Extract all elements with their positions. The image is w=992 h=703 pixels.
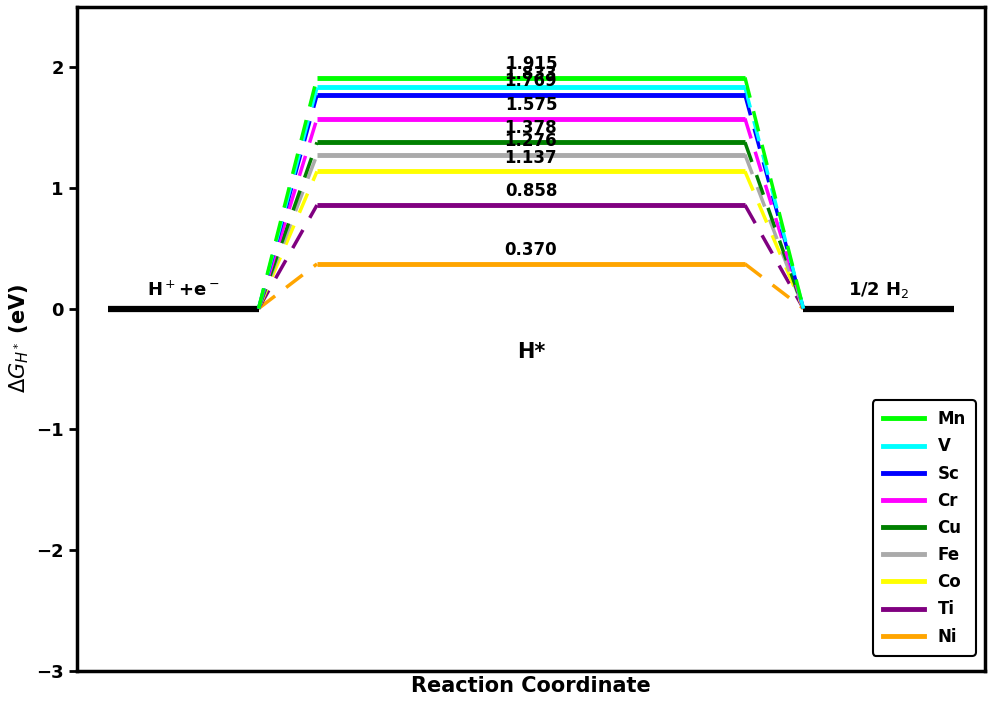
Y-axis label: $\Delta G_{H^*}$ (eV): $\Delta G_{H^*}$ (eV) bbox=[7, 284, 31, 394]
Text: 1.137: 1.137 bbox=[505, 148, 558, 167]
Text: 1.276: 1.276 bbox=[505, 131, 558, 150]
Legend: Mn, V, Sc, Cr, Cu, Fe, Co, Ti, Ni: Mn, V, Sc, Cr, Cu, Fe, Co, Ti, Ni bbox=[873, 400, 976, 655]
Text: 0.370: 0.370 bbox=[505, 241, 558, 259]
Text: H$^+$+e$^-$: H$^+$+e$^-$ bbox=[147, 280, 219, 300]
Text: 1/2 H$_2$: 1/2 H$_2$ bbox=[848, 280, 910, 300]
X-axis label: Reaction Coordinate: Reaction Coordinate bbox=[411, 676, 651, 696]
Text: 1.378: 1.378 bbox=[505, 120, 558, 138]
Text: H*: H* bbox=[517, 342, 546, 362]
Text: 1.769: 1.769 bbox=[505, 72, 558, 90]
Text: 1.575: 1.575 bbox=[505, 96, 558, 114]
Text: 1.833: 1.833 bbox=[505, 65, 558, 82]
Text: 1.915: 1.915 bbox=[505, 55, 558, 72]
Text: 0.858: 0.858 bbox=[505, 182, 558, 200]
